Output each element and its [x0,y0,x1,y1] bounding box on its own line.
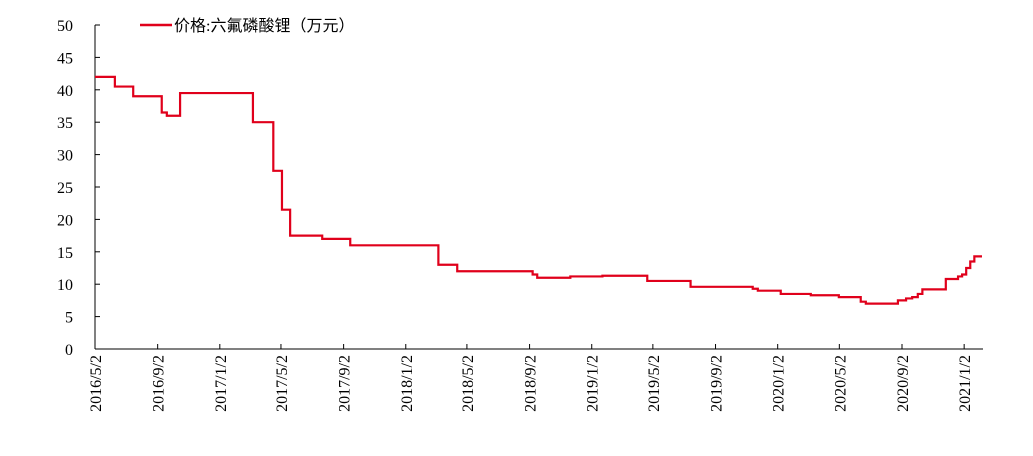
x-tick-label: 2020/9/2 [895,355,912,412]
y-tick-label: 5 [65,310,73,327]
y-tick-label: 15 [57,245,73,262]
x-tick-label: 2018/5/2 [460,355,477,412]
y-tick-label: 20 [57,212,73,229]
y-tick-label: 0 [65,342,73,359]
x-tick-label: 2021/1/2 [957,355,974,412]
x-tick-label: 2019/5/2 [646,355,663,412]
x-tick-label: 2018/1/2 [399,355,416,412]
x-tick-label: 2018/9/2 [523,355,540,412]
x-tick-label: 2017/5/2 [274,355,291,412]
y-tick-label: 50 [57,18,73,35]
x-tick-label: 2016/5/2 [88,355,105,412]
x-tick-label: 2017/9/2 [337,355,354,412]
y-tick-label: 35 [57,115,73,132]
y-tick-label: 25 [57,180,73,197]
x-tick-label: 2016/9/2 [151,355,168,412]
x-tick-label: 2019/1/2 [585,355,602,412]
y-tick-label: 40 [57,83,73,100]
line [95,75,982,305]
y-tick-label: 10 [57,277,73,294]
x-tick-label: 2020/5/2 [832,355,849,412]
x-tick-label: 2019/9/2 [709,355,726,412]
y-tick-label: 45 [57,50,73,67]
legend-label: 价格:六氟磷酸锂（万元） [174,17,354,35]
y-tick-label: 30 [57,148,73,165]
x-tick-label: 2020/1/2 [771,355,788,412]
x-tick-label: 2017/1/2 [213,355,230,412]
